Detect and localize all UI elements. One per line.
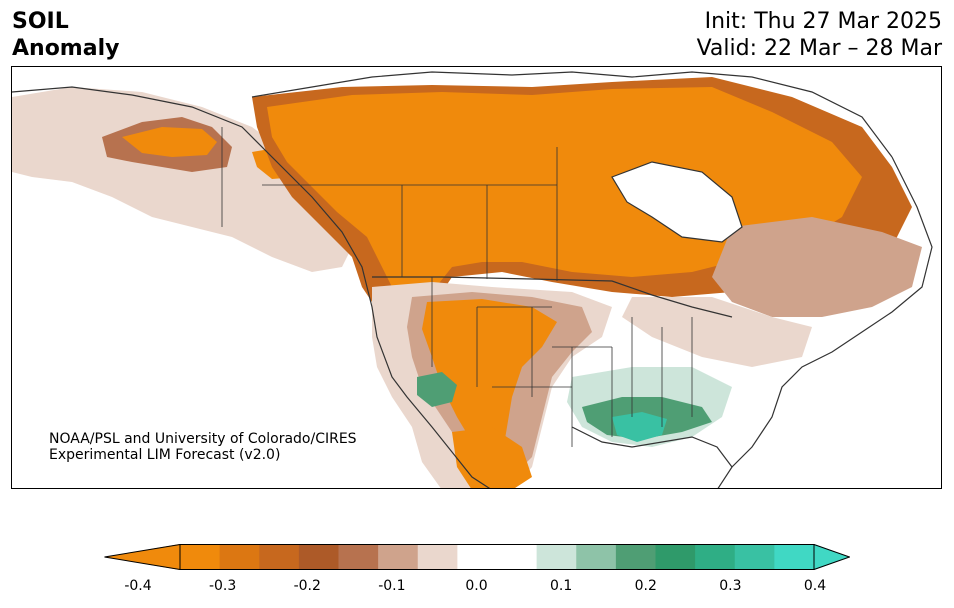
anomaly-shading <box>12 77 922 488</box>
colorbar-cell <box>338 544 379 570</box>
title-line-2: Anomaly <box>12 36 120 61</box>
us-central-strong-area <box>422 299 557 462</box>
credit-line-2: Experimental LIM Forecast (v2.0) <box>49 447 281 463</box>
colorbar-tick-label: 0.3 <box>719 578 742 594</box>
map-panel <box>11 66 942 489</box>
colorbar-cell <box>576 544 617 570</box>
colorbar-tick-label: 0.0 <box>465 578 488 594</box>
us-canada-border <box>372 276 733 318</box>
init-date: Init: Thu 27 Mar 2025 <box>704 9 942 34</box>
colorbar-cell <box>219 544 260 570</box>
colorbar-tick-label: 0.1 <box>549 578 573 594</box>
colorbar-outline <box>104 544 181 570</box>
title-line-1: SOIL <box>12 9 69 34</box>
southwest-strong-area <box>452 427 532 488</box>
colorbar-high-extension <box>814 544 850 570</box>
credit-text: NOAA/PSL and University of Colorado/CIRE… <box>49 431 357 463</box>
colorbar-cell <box>774 544 815 570</box>
coastline-east <box>717 156 933 488</box>
northeast-faint-area <box>622 297 812 367</box>
colorbar-cells <box>180 544 815 570</box>
colorbar-border <box>179 544 815 570</box>
hudson-bay-shore <box>611 161 743 243</box>
colorbar-cell <box>734 544 775 570</box>
colorbar-tick-label: -0.3 <box>208 578 237 594</box>
colorbar-cell <box>417 544 458 570</box>
colorbar-cell <box>655 544 696 570</box>
colorbar-cell <box>457 544 498 570</box>
colorbar-low-extension <box>104 544 180 570</box>
hudson-bay <box>612 162 742 242</box>
canada-strong-area <box>267 87 862 312</box>
colorbar-tick-label: -0.4 <box>124 578 152 594</box>
southwest-wet-area <box>417 372 457 407</box>
colorbar-tick-label: 0.4 <box>803 578 827 594</box>
colorbar-outline-right <box>813 544 850 570</box>
colorbar <box>104 544 850 570</box>
colorbar-cell <box>259 544 300 570</box>
colorbar-tick-labels: -0.4 -0.3 -0.2 -0.1 0.0 0.1 0.2 0.3 0.4 <box>0 578 954 598</box>
map-title: SOIL Anomaly <box>12 8 119 62</box>
gulf-wet-strong-area <box>612 412 667 442</box>
quebec-weak-area <box>712 217 922 317</box>
boundaries <box>12 71 933 488</box>
gulf-coast <box>571 426 733 468</box>
province-lines <box>221 127 558 281</box>
colorbar-tick-label: -0.1 <box>378 578 406 594</box>
colorbar-cell <box>615 544 656 570</box>
alaska-strong-area <box>122 127 217 157</box>
colorbar-cell <box>536 544 577 570</box>
credit-line-1: NOAA/PSL and University of Colorado/CIRE… <box>49 431 357 447</box>
colorbar-cell <box>298 544 339 570</box>
alaska-faint-area <box>12 87 352 272</box>
valid-range: Valid: 22 Mar – 28 Mar <box>696 36 942 61</box>
colorbar-tick-label: 0.2 <box>634 578 657 594</box>
date-info: Init: Thu 27 Mar 2025 Valid: 22 Mar – 28… <box>697 8 942 62</box>
coastline-west <box>12 86 491 488</box>
colorbar-cell <box>497 544 538 570</box>
coastline-arctic <box>251 71 893 158</box>
colorbar-tick-label: -0.2 <box>293 578 321 594</box>
colorbar-cell <box>378 544 419 570</box>
anomaly-map <box>12 71 933 488</box>
colorbar-cell <box>180 544 221 570</box>
state-lines <box>431 277 693 447</box>
colorbar-cell <box>695 544 736 570</box>
